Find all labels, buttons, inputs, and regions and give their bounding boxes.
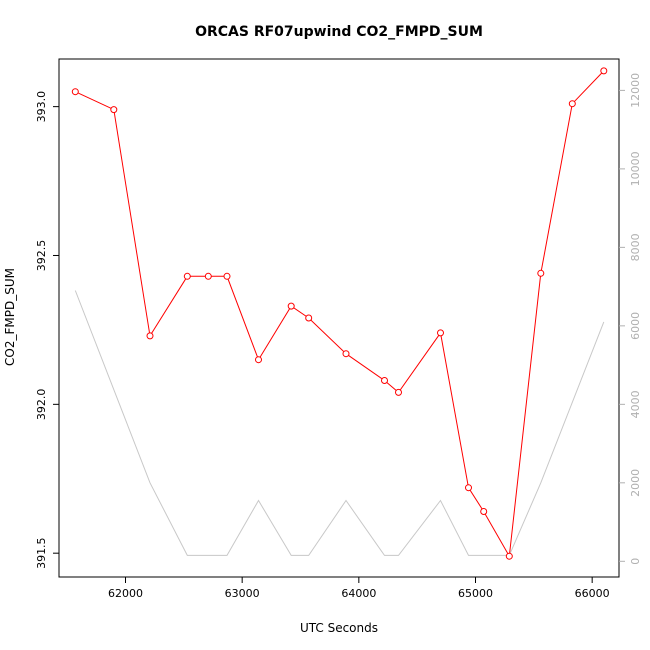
x-tick-label: 64000 [341,587,376,600]
x-tick-label: 66000 [575,587,610,600]
data-point [183,272,191,280]
data-point [342,350,350,358]
data-point [223,272,231,280]
y-tick-label: 393.0 [35,91,48,123]
red-series-line [75,70,605,558]
data-point [204,272,212,280]
data-point [437,329,444,337]
data-point [146,332,154,340]
data-point [255,356,262,364]
y-tick-label: 391.5 [35,537,48,569]
data-point [381,377,388,384]
data-point [305,314,313,322]
data-point [465,484,472,492]
y-tick-label: 392.5 [35,240,48,272]
data-point [71,88,79,96]
y2-tick-label: 10000 [629,151,642,186]
y2-tick-label: 4000 [629,390,642,418]
plot-frame [58,58,620,578]
y-tick-label: 392.0 [35,389,48,421]
data-point [568,100,576,108]
data-point [287,302,295,310]
data-point [537,269,545,277]
y2-tick-label: 2000 [629,469,642,497]
y2-tick-label: 12000 [629,73,642,108]
x-tick-label: 63000 [225,587,260,600]
y-axis-label: CO2_FMPD_SUM [3,268,17,366]
y2-tick-label: 0 [629,558,642,565]
x-axis: 62000 63000 64000 65000 66000 [108,577,610,600]
x-axis-label: UTC Seconds [300,621,378,635]
gray-series-line [74,290,605,556]
data-point [505,552,513,560]
y2-tick-label: 6000 [629,312,642,340]
x-tick-label: 62000 [108,587,143,600]
y-axis-left: 391.5 392.0 392.5 393.0 [35,91,59,569]
series-red [71,67,608,560]
y2-tick-label: 8000 [629,233,642,261]
chart-title: ORCAS RF07upwind CO2_FMPD_SUM [195,24,483,40]
data-point [480,508,488,515]
data-point [110,106,118,114]
x-tick-label: 65000 [458,587,493,600]
y-axis-right: 0 2000 4000 6000 8000 10000 12000 [619,73,642,565]
data-point [395,388,402,396]
series-gray [74,290,605,556]
data-point [600,67,608,75]
